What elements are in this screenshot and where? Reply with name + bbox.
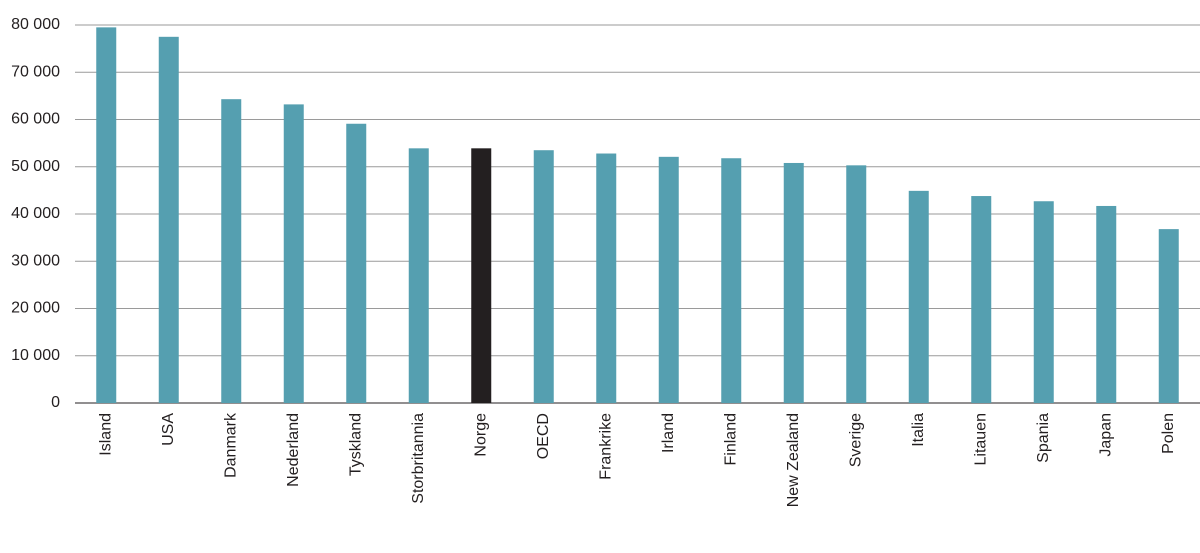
x-tick-label: USA: [160, 413, 177, 446]
x-tick-label: Norge: [472, 413, 489, 457]
x-tick-label: Finland: [722, 413, 739, 465]
y-tick-label: 0: [51, 394, 60, 411]
bar: [346, 123, 367, 403]
x-tick-label: Sverige: [847, 413, 864, 467]
x-tick-label: Italia: [910, 413, 927, 447]
y-tick-label: 60 000: [11, 111, 60, 128]
y-tick-label: 30 000: [11, 252, 60, 269]
bar: [658, 156, 679, 403]
bar: [596, 153, 617, 403]
bar: [1096, 205, 1117, 403]
x-tick-label: Japan: [1097, 413, 1114, 457]
x-tick-label: Litauen: [972, 413, 989, 466]
y-tick-label: 50 000: [11, 158, 60, 175]
x-tick-label: Frankrike: [597, 413, 614, 480]
y-tick-label: 10 000: [11, 347, 60, 364]
x-tick-label: New Zealand: [785, 413, 802, 507]
bar: [721, 158, 742, 403]
bar: [533, 150, 554, 403]
x-tick-label: Danmark: [222, 412, 239, 478]
bar: [221, 99, 242, 404]
bar: [783, 162, 804, 403]
bar: [158, 36, 179, 403]
bar: [971, 196, 992, 403]
x-tick-label: Polen: [1160, 413, 1177, 454]
bar: [846, 165, 867, 403]
bar: [1158, 229, 1179, 403]
y-tick-label: 40 000: [11, 205, 60, 222]
y-tick-label: 70 000: [11, 63, 60, 80]
x-tick-label: Storbritannia: [410, 413, 427, 504]
x-tick-label: Tyskland: [347, 413, 364, 476]
x-tick-label: Nederland: [285, 413, 302, 487]
bar: [96, 27, 117, 404]
bar: [471, 148, 492, 403]
x-tick-label: Island: [97, 413, 114, 456]
bar: [283, 104, 304, 403]
x-tick-label: Irland: [660, 413, 677, 453]
bar: [408, 148, 429, 403]
x-tick-label: Spania: [1035, 413, 1052, 463]
bar: [1033, 201, 1054, 403]
bar: [908, 190, 929, 403]
x-tick-label: OECD: [535, 413, 552, 459]
y-tick-label: 80 000: [11, 16, 60, 33]
y-tick-label: 20 000: [11, 300, 60, 317]
